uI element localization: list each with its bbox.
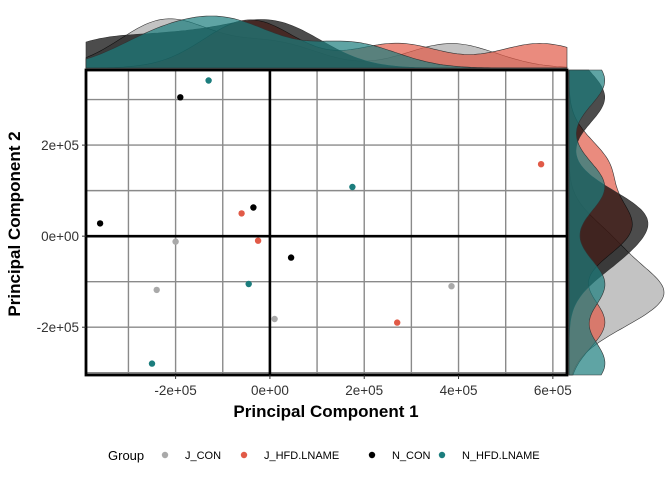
legend-label-J_CON: J_CON <box>185 450 221 462</box>
point-N_CON <box>177 94 184 101</box>
x-tick-label: 0e+00 <box>251 383 289 398</box>
point-J_CON <box>271 315 278 323</box>
panel-border <box>84 68 569 377</box>
point-J_CON <box>448 283 455 290</box>
x-axis-title: Principal Component 1 <box>233 402 418 421</box>
point-J_CON <box>172 238 179 245</box>
top-marginal-density <box>85 15 568 69</box>
y-tick-label: -2e+05 <box>37 320 79 335</box>
right-density-N_HFD.LNAME <box>568 69 606 376</box>
legend-key-J_HFD.LNAME <box>240 451 248 459</box>
x-axis-ticks: -2e+05 0e+00 2e+05 4e+05 6e+05 <box>154 375 572 398</box>
legend-items: J_CON J_HFD.LNAME N_CON N_HFD.LNAME <box>161 450 540 462</box>
y-axis-title: Principal Component 2 <box>5 131 24 316</box>
point-N_CON <box>96 220 104 227</box>
legend-key-N_HFD.LNAME <box>438 451 446 459</box>
panel-background <box>86 70 567 375</box>
x-tick-label: 2e+05 <box>345 383 383 398</box>
point-J_HFD.LNAME <box>394 319 401 326</box>
legend-label-J_HFD.LNAME: J_HFD.LNAME <box>264 450 339 462</box>
legend: Group J_CON J_HFD.LNAME N_CON N_HFD.LNAME <box>108 448 540 463</box>
point-N_HFD.LNAME <box>205 77 212 84</box>
y-tick-label: 0e+00 <box>41 229 79 244</box>
legend-title: Group <box>108 448 144 463</box>
point-J_HFD.LNAME <box>238 210 245 217</box>
y-tick-label: 2e+05 <box>41 138 79 153</box>
point-N_CON <box>287 254 295 261</box>
point-J_HFD.LNAME <box>537 161 545 168</box>
point-J_HFD.LNAME <box>254 237 262 244</box>
x-tick-label: 6e+05 <box>534 383 572 398</box>
point-N_HFD.LNAME <box>148 360 156 367</box>
point-N_HFD.LNAME <box>349 183 356 191</box>
right-marginal-density <box>568 69 665 376</box>
point-J_CON <box>153 286 160 294</box>
x-tick-label: -2e+05 <box>154 383 196 398</box>
y-axis-ticks: -2e+05 0e+00 2e+05 <box>37 138 86 335</box>
legend-label-N_CON: N_CON <box>392 450 431 462</box>
legend-key-N_CON <box>368 451 376 459</box>
legend-key-J_CON <box>161 451 169 459</box>
point-N_CON <box>250 204 257 211</box>
legend-label-N_HFD.LNAME: N_HFD.LNAME <box>462 450 540 462</box>
x-tick-label: 4e+05 <box>440 383 478 398</box>
point-N_HFD.LNAME <box>245 280 252 288</box>
top-density-N_HFD.LNAME <box>85 15 567 69</box>
plot-panel <box>84 68 569 377</box>
